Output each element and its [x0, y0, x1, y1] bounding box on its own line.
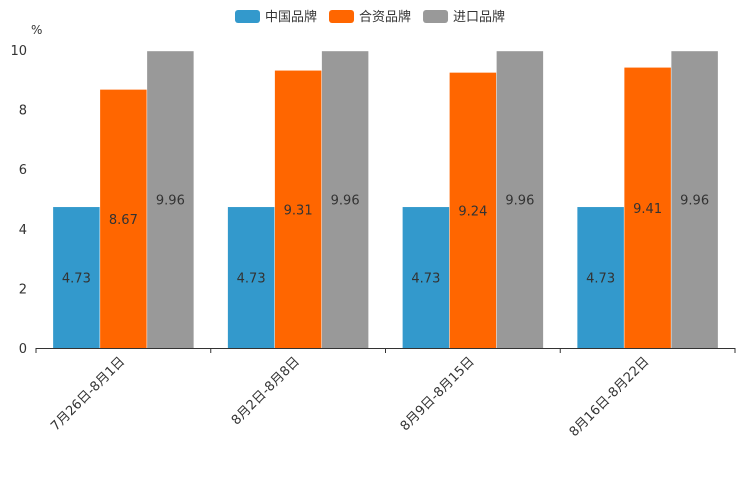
data-label-3-3: 9.96	[505, 194, 534, 209]
data-label-3-1: 9.96	[156, 194, 185, 209]
x-axis: 7月26日-8月1日 8月2日-8月8日 8月9日-8月15日 8月16日-8月22日	[35, 348, 736, 440]
legend-label-1: 中国品牌	[265, 9, 317, 25]
bar-1-3	[402, 207, 450, 348]
legend-label-3: 进口品牌	[453, 9, 505, 25]
x-category-label-2: 8月2日-8月8日	[229, 354, 303, 428]
bar-2-4	[624, 67, 671, 348]
y-tick-label-2: 2	[19, 282, 27, 297]
y-tick-label-0: 0	[19, 342, 27, 357]
bar-2-2	[274, 70, 322, 348]
data-label-2-4: 9.41	[633, 202, 662, 217]
bar-1-2	[227, 207, 275, 348]
data-label-3-4: 9.96	[680, 194, 709, 209]
data-label-3-2: 9.96	[331, 194, 360, 209]
x-category-label-3: 8月9日-8月15日	[398, 354, 478, 434]
data-label-2-1: 8.67	[109, 213, 138, 228]
x-category-label-1: 7月26日-8月1日	[48, 354, 128, 434]
data-label-2-3: 9.24	[458, 204, 487, 219]
legend: 中国品牌 合资品牌 进口品牌	[235, 9, 505, 25]
bar-3-1	[147, 51, 194, 348]
bar-3-4	[671, 51, 718, 348]
y-tick-label-6: 6	[19, 163, 27, 178]
data-label-2-2: 9.31	[284, 203, 313, 218]
y-tick-label-10: 10	[10, 44, 27, 59]
bar-3-2	[321, 51, 369, 348]
data-label-1-4: 4.73	[586, 272, 615, 287]
legend-label-2: 合资品牌	[359, 9, 411, 25]
y-axis-unit: %	[31, 23, 42, 37]
bar-1-1	[53, 207, 100, 348]
bar-3-3	[496, 51, 544, 348]
y-axis: 0 2 4 6 8 10	[10, 44, 27, 357]
legend-swatch-1	[235, 10, 260, 23]
bar-2-3	[449, 72, 497, 348]
x-category-label-4: 8月16日-8月22日	[567, 354, 653, 440]
y-tick-label-8: 8	[19, 104, 27, 119]
legend-swatch-3	[423, 10, 449, 23]
y-tick-label-4: 4	[19, 223, 27, 238]
data-label-1-3: 4.73	[411, 272, 440, 287]
bar-1-4	[577, 207, 624, 348]
bars: 4.73 8.67 9.96 4.73 9.31 9.96 4.73 9.24 9.96 4.73…	[53, 51, 718, 348]
legend-swatch-2	[329, 10, 355, 23]
data-label-1-2: 4.73	[237, 272, 266, 287]
data-label-1-1: 4.73	[62, 272, 91, 287]
bar-2-1	[100, 89, 147, 348]
